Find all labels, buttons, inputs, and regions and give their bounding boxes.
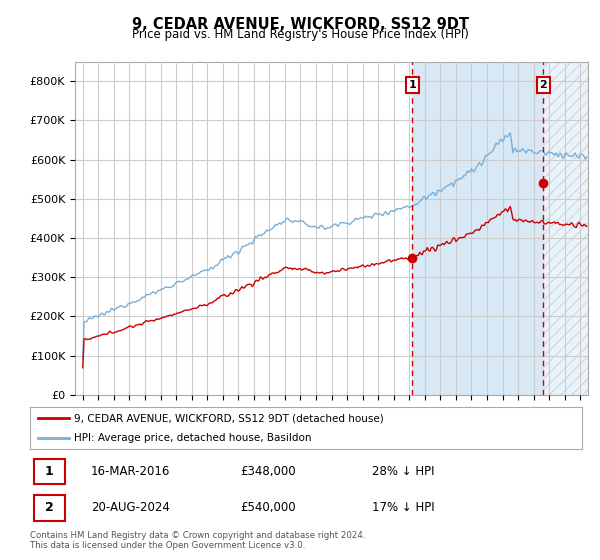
Text: 1: 1 [409,80,416,90]
Text: 20-AUG-2024: 20-AUG-2024 [91,501,170,514]
Text: 1: 1 [45,465,53,478]
FancyBboxPatch shape [34,459,65,484]
Text: 2: 2 [45,501,53,514]
Text: Contains HM Land Registry data © Crown copyright and database right 2024.
This d: Contains HM Land Registry data © Crown c… [30,531,365,550]
Text: 9, CEDAR AVENUE, WICKFORD, SS12 9DT: 9, CEDAR AVENUE, WICKFORD, SS12 9DT [131,17,469,32]
Text: 9, CEDAR AVENUE, WICKFORD, SS12 9DT (detached house): 9, CEDAR AVENUE, WICKFORD, SS12 9DT (det… [74,413,384,423]
Bar [544,62,588,395]
Text: HPI: Average price, detached house, Basildon: HPI: Average price, detached house, Basi… [74,433,311,443]
Text: £540,000: £540,000 [240,501,295,514]
Text: £348,000: £348,000 [240,465,295,478]
Text: 17% ↓ HPI: 17% ↓ HPI [372,501,435,514]
Text: Price paid vs. HM Land Registry's House Price Index (HPI): Price paid vs. HM Land Registry's House … [131,28,469,41]
Bar [412,62,544,395]
Text: 16-MAR-2016: 16-MAR-2016 [91,465,170,478]
Text: 2: 2 [539,80,547,90]
Text: 28% ↓ HPI: 28% ↓ HPI [372,465,435,478]
FancyBboxPatch shape [34,495,65,521]
